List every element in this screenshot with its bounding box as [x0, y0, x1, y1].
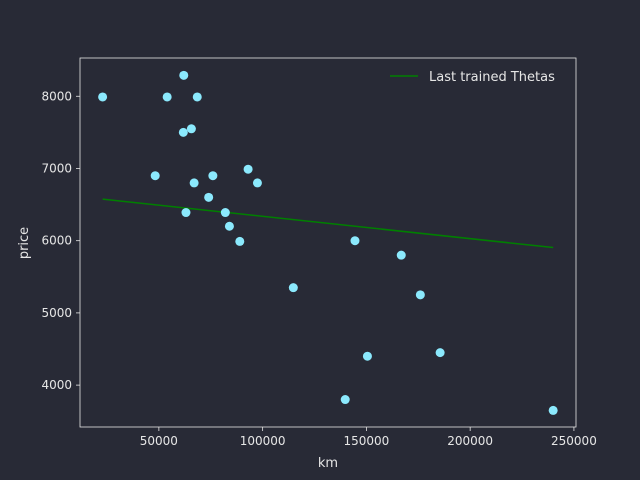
data-point [548, 405, 558, 415]
legend-label: Last trained Thetas [429, 70, 555, 85]
y-axis-label: price [17, 227, 32, 259]
data-point [98, 92, 108, 102]
data-point [396, 250, 406, 260]
data-point [235, 236, 245, 246]
data-point [435, 348, 445, 358]
data-point [189, 178, 199, 188]
x-tick-label: 200000 [447, 434, 493, 448]
data-point [186, 124, 196, 134]
data-point [162, 92, 172, 102]
data-point [220, 208, 230, 218]
data-point [415, 290, 425, 300]
y-tick-label: 8000 [41, 89, 72, 103]
y-tick-label: 6000 [41, 234, 72, 248]
data-point [181, 208, 191, 218]
x-tick-label: 150000 [343, 434, 389, 448]
data-point [340, 395, 350, 405]
data-point [204, 192, 214, 202]
x-tick-label: 50000 [140, 434, 178, 448]
data-point [362, 351, 372, 361]
data-point [150, 171, 160, 181]
data-point [178, 127, 188, 137]
data-point [224, 221, 234, 231]
x-tick-label: 100000 [240, 434, 286, 448]
y-tick-label: 5000 [41, 306, 72, 320]
data-point [208, 171, 218, 181]
x-tick-label: 250000 [551, 434, 597, 448]
y-tick-label: 7000 [41, 161, 72, 175]
y-tick-label: 4000 [41, 378, 72, 392]
data-point [350, 236, 360, 246]
x-axis-label: km [318, 456, 338, 471]
data-point [192, 92, 202, 102]
data-point [243, 164, 253, 174]
data-point [179, 70, 189, 80]
data-point [288, 283, 298, 293]
data-point [252, 178, 262, 188]
axes-frame [79, 57, 577, 428]
legend: Last trained Thetas [390, 70, 555, 85]
regression-line [102, 198, 554, 249]
